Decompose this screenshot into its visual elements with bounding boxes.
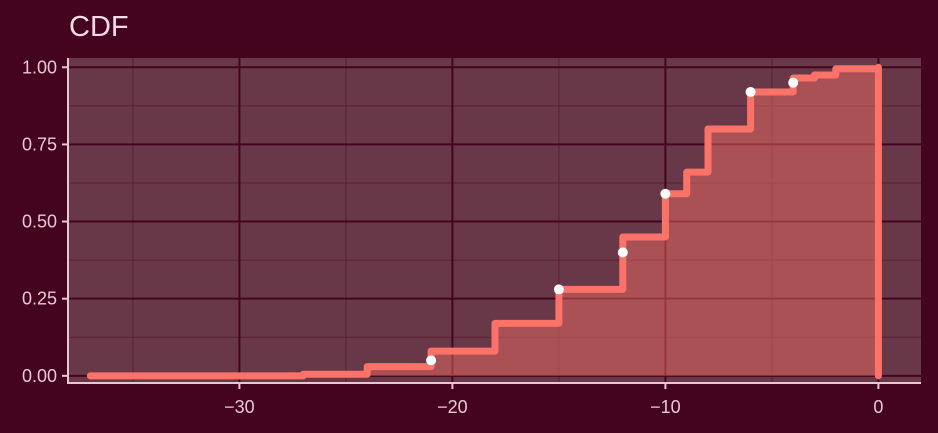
x-tick-label: 0 <box>873 397 883 417</box>
minor-gridlines <box>69 58 921 382</box>
y-tick-label: 1.00 <box>22 57 57 77</box>
x-tick-label: −30 <box>224 397 255 417</box>
data-point <box>788 77 799 88</box>
y-axis-ticks: 0.00 0.25 0.50 0.75 1.00 <box>22 57 68 386</box>
data-point <box>617 247 628 258</box>
data-point <box>660 188 671 199</box>
x-tick-label: −20 <box>437 397 468 417</box>
y-tick-label: 0.00 <box>22 366 57 386</box>
y-tick-label: 0.75 <box>22 134 57 154</box>
cdf-step-line <box>86 63 882 380</box>
data-point <box>745 86 756 97</box>
chart-title: CDF <box>69 11 129 43</box>
cdf-area-fill <box>90 67 879 376</box>
x-tick-label: −10 <box>650 397 681 417</box>
y-tick-label: 0.25 <box>22 289 57 309</box>
data-point <box>553 284 564 295</box>
y-tick-label: 0.50 <box>22 212 57 232</box>
data-point <box>426 355 437 366</box>
data-points <box>426 77 799 366</box>
x-axis-ticks: −30 −20 −10 0 <box>224 383 883 417</box>
